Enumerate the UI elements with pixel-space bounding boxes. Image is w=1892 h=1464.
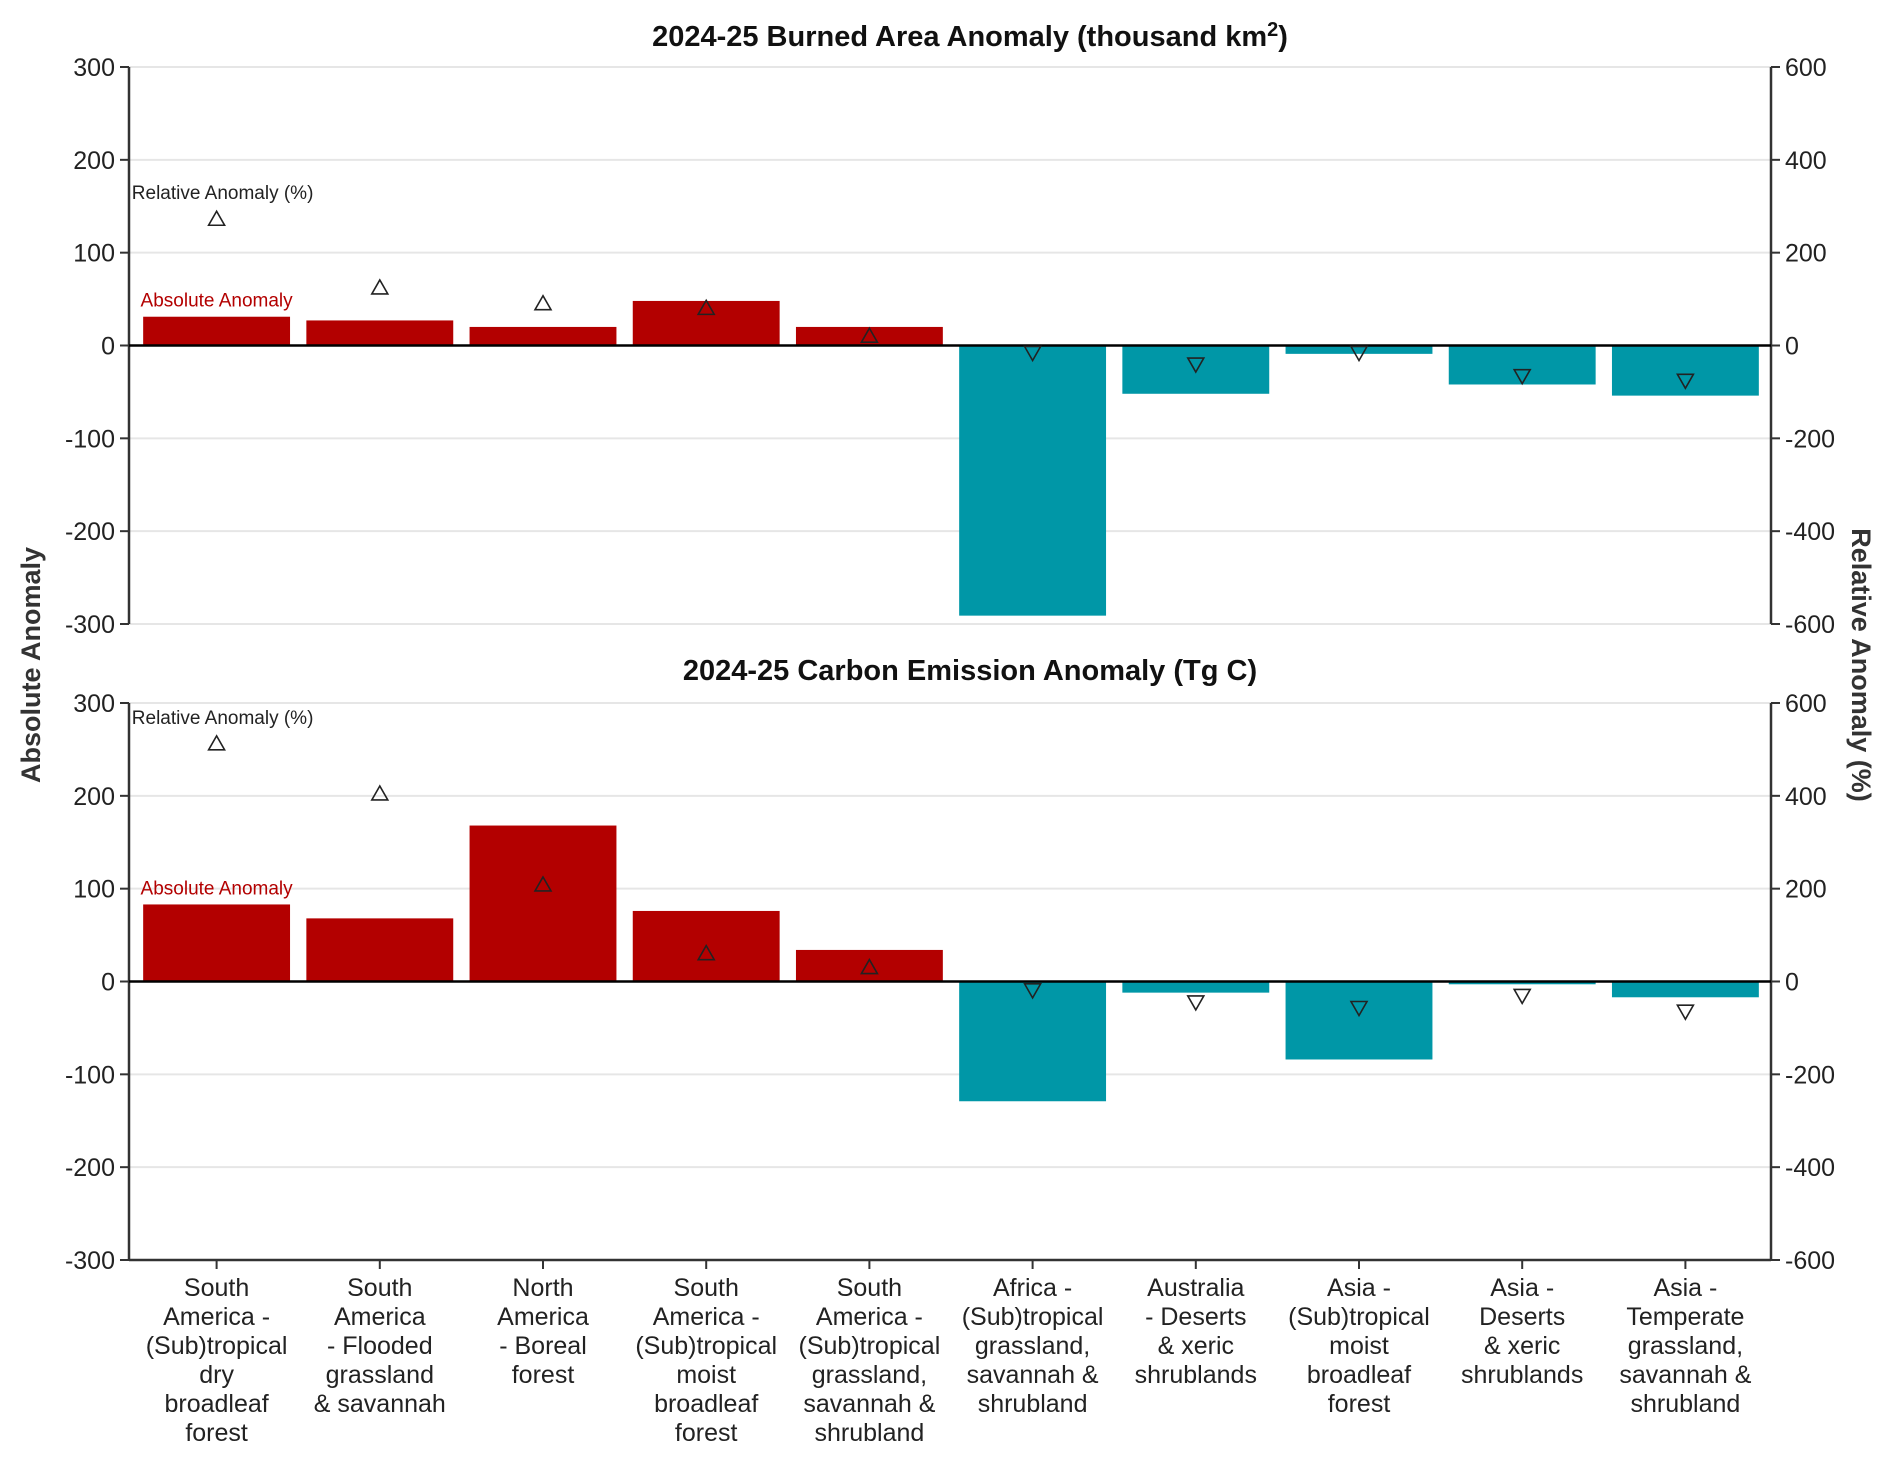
right-tick-label: -600	[1785, 611, 1835, 639]
relative-anomaly-marker	[696, 944, 716, 961]
absolute-anomaly-bar	[1448, 981, 1596, 985]
right-tick-label: -200	[1785, 425, 1835, 453]
right-tick-label: 600	[1785, 54, 1827, 82]
right-tick-label: 400	[1785, 783, 1827, 811]
panel-title: 2024-25 Burned Area Anomaly (thousand km…	[652, 19, 1288, 53]
relative-anomaly-marker	[696, 298, 716, 316]
absolute-anomaly-bar	[469, 326, 617, 346]
left-tick-label: 100	[73, 876, 115, 904]
relative-anomaly-marker	[533, 875, 553, 892]
absolute-anomaly-bar	[959, 981, 1107, 1102]
relative-anomaly-marker	[1349, 1000, 1369, 1018]
right-tick-label: -600	[1785, 1247, 1835, 1275]
left-tick-label: 200	[73, 147, 115, 175]
relative-anomaly-marker	[1023, 983, 1042, 1000]
absolute-anomaly-bar	[795, 949, 943, 982]
relative-anomaly-marker	[1512, 988, 1532, 1006]
left-tick-label: -200	[65, 1154, 115, 1182]
category-label: Asia -Temperate grassland, savannah & shrub…	[1619, 1274, 1751, 1418]
left-tick-label: -300	[65, 1247, 115, 1275]
relative-anomaly-marker	[1023, 345, 1042, 363]
category-label: South America - Flooded grassland & savannah	[314, 1274, 446, 1418]
relative-anomaly-marker	[207, 734, 226, 751]
absolute-anomaly-annotation: Absolute Anomaly	[141, 878, 294, 899]
category-label: South America -(Sub)tropical dry broadleaf f…	[146, 1274, 288, 1447]
right-tick-label: 200	[1785, 240, 1827, 268]
relative-anomaly-marker	[860, 326, 879, 344]
relative-anomaly-annotation: Relative Anomaly (%)	[132, 183, 314, 204]
absolute-anomaly-bar	[1122, 345, 1270, 394]
left-tick-label: -300	[65, 611, 115, 639]
relative-anomaly-marker	[370, 278, 390, 295]
category-label: Africa -(Sub)tropical grassland, savannah …	[962, 1274, 1104, 1418]
relative-anomaly-marker	[1512, 368, 1532, 386]
absolute-anomaly-bar	[795, 326, 943, 346]
left-tick-label: 200	[73, 783, 115, 811]
left-tick-label: 0	[101, 333, 115, 361]
relative-anomaly-marker	[1676, 1004, 1695, 1021]
left-tick-label: 300	[73, 690, 115, 718]
category-label: Asia -Deserts & xeric shrublands	[1461, 1274, 1583, 1389]
relative-anomaly-marker	[1186, 995, 1206, 1012]
left-axis-title: Absolute Anomaly	[16, 547, 46, 783]
relative-anomaly-marker	[1186, 357, 1206, 374]
relative-anomaly-annotation: Relative Anomaly (%)	[132, 708, 314, 729]
right-tick-label: 0	[1785, 333, 1799, 361]
left-tick-label: -100	[65, 1061, 115, 1089]
right-tick-label: -200	[1785, 1061, 1835, 1089]
left-tick-label: 300	[73, 54, 115, 82]
left-tick-label: 0	[101, 969, 115, 997]
absolute-anomaly-bar	[143, 316, 291, 346]
right-tick-label: 400	[1785, 147, 1827, 175]
relative-anomaly-marker	[860, 957, 879, 975]
absolute-anomaly-bar	[1448, 345, 1596, 385]
absolute-anomaly-bar	[1285, 981, 1433, 1060]
carbon-emission-panel: 2024-25 Carbon Emission Anomaly (Tg C) 30…	[65, 655, 1835, 1275]
category-label: South America -(Sub)tropical grassland, sav…	[799, 1274, 941, 1447]
relative-anomaly-marker	[1349, 345, 1369, 363]
relative-anomaly-marker	[533, 294, 553, 311]
category-label: South America -(Sub)tropical moist broadlea…	[635, 1274, 777, 1447]
absolute-anomaly-bar	[306, 320, 454, 346]
relative-anomaly-marker	[207, 209, 226, 227]
right-tick-label: -400	[1785, 518, 1835, 546]
relative-anomaly-marker	[370, 784, 390, 801]
panel-title: 2024-25 Carbon Emission Anomaly (Tg C)	[683, 655, 1257, 687]
absolute-anomaly-annotation: Absolute Anomaly	[141, 291, 294, 312]
category-label: Asia -(Sub)tropical moist broadleaf forest	[1288, 1274, 1430, 1418]
left-tick-label: 100	[73, 240, 115, 268]
burned-area-panel: 2024-25 Burned Area Anomaly (thousand km…	[65, 19, 1835, 639]
category-label: Australia - Deserts & xeric shrublands	[1135, 1274, 1257, 1389]
left-tick-label: -200	[65, 518, 115, 546]
right-axis-title: Relative Anomaly (%)	[1846, 528, 1876, 802]
category-label: North America - Boreal forest	[497, 1274, 589, 1389]
absolute-anomaly-bar	[1285, 345, 1433, 354]
relative-anomaly-marker	[1676, 373, 1695, 390]
absolute-anomaly-bar	[143, 904, 291, 982]
right-tick-label: -400	[1785, 1154, 1835, 1182]
right-tick-label: 0	[1785, 969, 1799, 997]
absolute-anomaly-bar	[306, 918, 454, 982]
absolute-anomaly-bar	[469, 825, 617, 982]
right-tick-label: 600	[1785, 690, 1827, 718]
absolute-anomaly-bar	[959, 345, 1107, 616]
right-tick-label: 200	[1785, 876, 1827, 904]
category-axis-labels: South America -(Sub)tropical dry broadleaf f…	[146, 1260, 1752, 1447]
absolute-anomaly-bar	[632, 300, 780, 346]
left-tick-label: -100	[65, 425, 115, 453]
absolute-anomaly-bar	[1611, 981, 1759, 998]
absolute-anomaly-bar	[1122, 981, 1270, 993]
